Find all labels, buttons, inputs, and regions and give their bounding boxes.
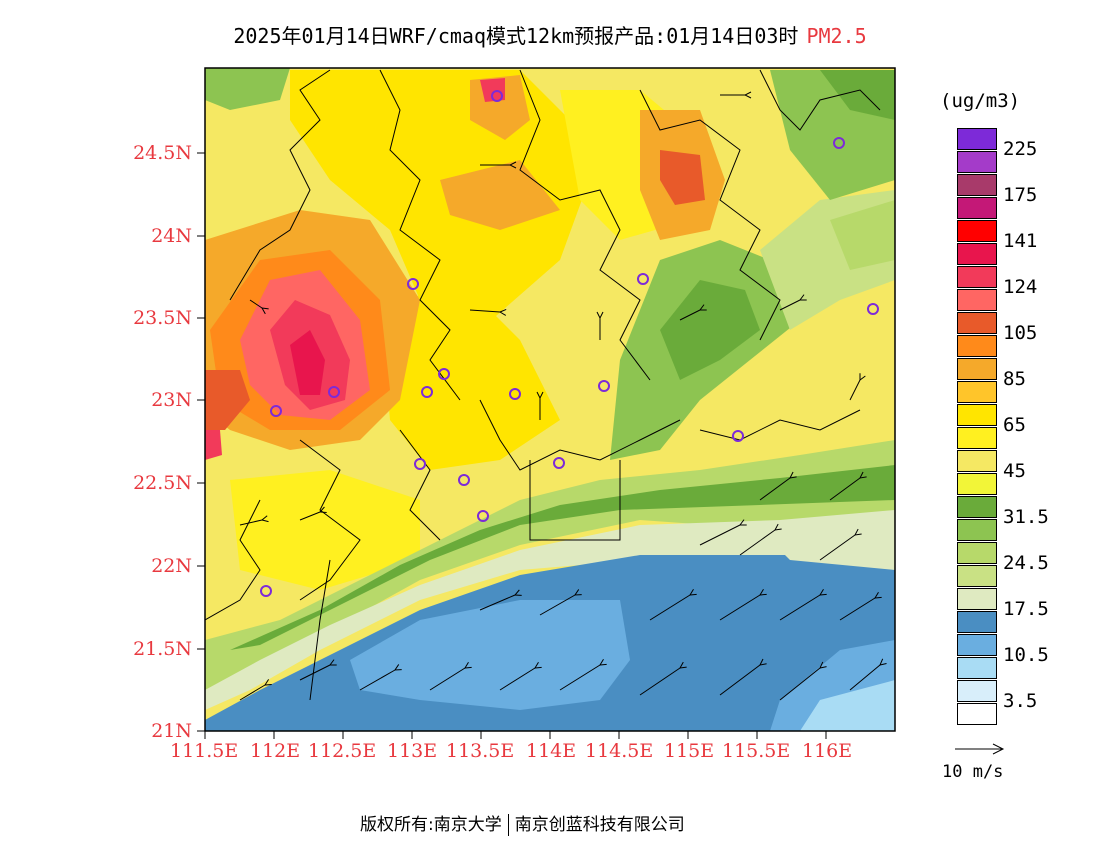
legend-swatch <box>957 588 997 610</box>
legend-label: 175 <box>1003 184 1038 206</box>
legend-swatch <box>957 565 997 587</box>
y-label-21n: 21N <box>151 720 192 742</box>
legend-swatch <box>957 519 997 541</box>
map-title-main: 2025年01月14日WRF/cmaq模式12km预报产品:01月14日03时 <box>233 24 799 48</box>
legend-swatch <box>957 197 997 219</box>
x-label-114e: 114E <box>526 740 577 762</box>
footer-right: 南京创蓝科技有限公司 <box>514 815 685 835</box>
legend-swatch <box>957 542 997 564</box>
legend-label: 105 <box>1003 322 1038 344</box>
legend-swatch <box>957 496 997 518</box>
x-label-112e: 112E <box>250 740 301 762</box>
y-label-22n: 22N <box>151 555 192 577</box>
x-label-111-5e: 111.5E <box>170 740 239 762</box>
x-label-115-5e: 115.5E <box>722 740 791 762</box>
legend-label: 225 <box>1003 138 1038 160</box>
map-title: 2025年01月14日WRF/cmaq模式12km预报产品:01月14日03时 P… <box>0 20 1100 49</box>
concentration-field <box>205 68 895 731</box>
y-label-23n: 23N <box>151 389 192 411</box>
legend-label: 31.5 <box>1003 506 1049 528</box>
pollutant-label: PM2.5 <box>806 24 867 48</box>
legend-swatch <box>957 404 997 426</box>
legend-swatch <box>957 312 997 334</box>
legend-unit: (ug/m3) <box>940 90 1021 112</box>
vector-scale-label: 10 m/s <box>942 762 1004 782</box>
legend-label: 124 <box>1003 276 1038 298</box>
legend-swatch <box>957 358 997 380</box>
copyright-footer: 版权所有:南京大学 南京创蓝科技有限公司 <box>360 810 685 836</box>
legend-swatch <box>957 703 997 725</box>
legend-label: 3.5 <box>1003 690 1038 712</box>
x-label-114-5e: 114.5E <box>585 740 654 762</box>
legend-swatch <box>957 473 997 495</box>
y-label-22-5n: 22.5N <box>133 472 192 494</box>
legend-swatch <box>957 381 997 403</box>
legend-swatch <box>957 128 997 150</box>
legend-swatch <box>957 657 997 679</box>
legend-swatch <box>957 243 997 265</box>
legend-swatch <box>957 335 997 357</box>
x-label-115e: 115E <box>664 740 715 762</box>
wind-vectors <box>239 95 880 701</box>
y-label-24n: 24N <box>151 225 192 247</box>
legend-label: 24.5 <box>1003 552 1049 574</box>
legend-swatch <box>957 450 997 472</box>
legend-label: 65 <box>1003 414 1026 436</box>
y-label-24-5n: 24.5N <box>133 142 192 164</box>
legend-swatch <box>957 289 997 311</box>
legend-swatch <box>957 634 997 656</box>
legend-label: 10.5 <box>1003 644 1049 666</box>
legend-swatch <box>957 174 997 196</box>
x-label-113-5e: 113.5E <box>446 740 515 762</box>
footer-left: 版权所有:南京大学 <box>360 815 502 835</box>
legend-label: 45 <box>1003 460 1026 482</box>
x-label-116e: 116E <box>802 740 853 762</box>
legend-label: 17.5 <box>1003 598 1049 620</box>
legend-swatch <box>957 266 997 288</box>
station-markers <box>260 90 879 597</box>
x-label-112-5e: 112.5E <box>308 740 377 762</box>
legend-swatch <box>957 427 997 449</box>
legend-swatch <box>957 680 997 702</box>
legend-label: 85 <box>1003 368 1026 390</box>
legend-swatch <box>957 151 997 173</box>
x-label-113e: 113E <box>387 740 438 762</box>
y-label-21-5n: 21.5N <box>133 638 192 660</box>
legend-swatch <box>957 611 997 633</box>
legend-swatch <box>957 220 997 242</box>
footer-divider <box>507 814 509 836</box>
legend-label: 141 <box>1003 230 1038 252</box>
y-label-23-5n: 23.5N <box>133 307 192 329</box>
